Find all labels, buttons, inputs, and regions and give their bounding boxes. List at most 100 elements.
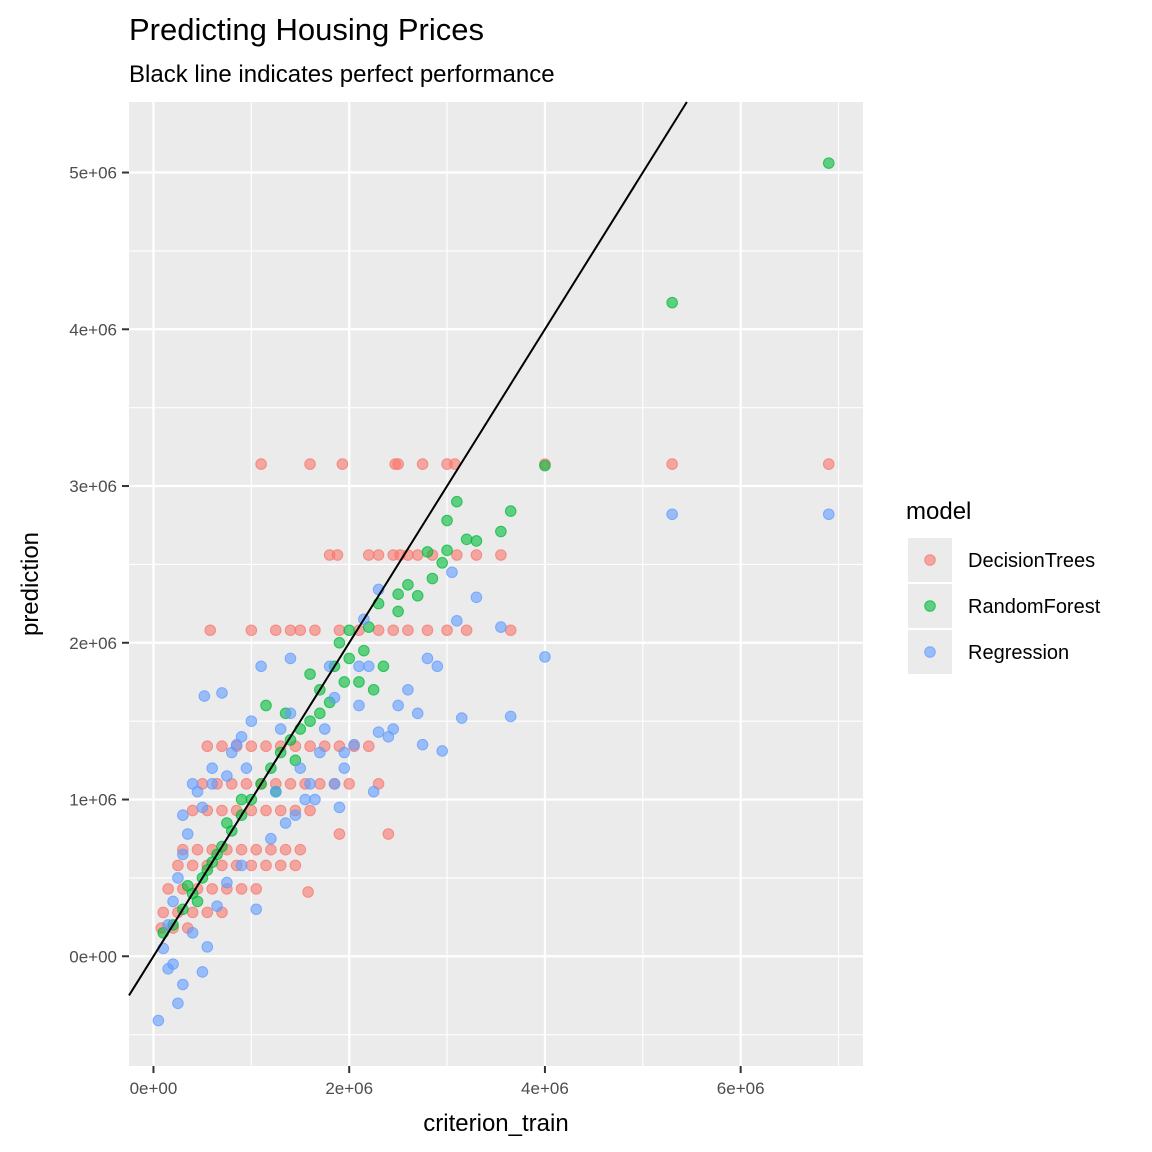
data-point: [421, 652, 434, 665]
data-point: [181, 879, 194, 892]
data-point: [289, 809, 302, 822]
data-point: [362, 740, 375, 753]
data-point: [353, 699, 365, 712]
data-point: [314, 778, 326, 790]
data-point: [191, 785, 204, 798]
data-point: [206, 762, 218, 774]
data-point: [392, 458, 404, 470]
data-point: [152, 1014, 165, 1027]
data-point: [304, 458, 316, 470]
data-point: [196, 801, 209, 814]
data-point: [186, 906, 199, 919]
data-point: [235, 883, 248, 895]
data-point: [314, 707, 326, 720]
data-point: [416, 458, 429, 470]
data-point: [343, 778, 356, 790]
chart-subtitle: Black line indicates perfect performance: [129, 61, 555, 88]
data-point: [221, 817, 233, 829]
data-point: [221, 876, 233, 889]
data-point: [382, 828, 395, 840]
data-point: [172, 859, 184, 872]
legend-label: RandomForest: [968, 596, 1101, 618]
data-point: [284, 652, 297, 665]
data-point: [260, 859, 272, 872]
x-axis-title: criterion_train: [423, 1110, 568, 1137]
data-point: [392, 699, 404, 712]
y-tick-label: 1e+06: [69, 791, 117, 810]
series-decisiontrees: [155, 458, 835, 934]
x-tick-label: 6e+06: [717, 1079, 765, 1098]
data-point: [358, 644, 370, 657]
data-point: [240, 778, 253, 790]
data-point: [162, 883, 174, 895]
data-point: [304, 668, 316, 680]
data-point: [421, 624, 434, 637]
data-point: [338, 676, 351, 688]
data-point: [206, 883, 218, 895]
data-point: [284, 624, 297, 637]
data-point: [455, 712, 468, 724]
data-point: [362, 660, 375, 673]
data-point: [181, 828, 194, 840]
plot-panel: [129, 102, 863, 1066]
data-point: [235, 859, 248, 872]
data-point: [504, 505, 517, 517]
data-point: [333, 801, 346, 814]
data-point: [299, 793, 311, 806]
y-tick-label: 0e+00: [69, 947, 117, 966]
data-point: [333, 828, 346, 840]
x-tick-label: 0e+00: [130, 1079, 178, 1098]
data-point: [328, 778, 341, 790]
data-point: [289, 859, 302, 872]
legend-marker: [924, 646, 936, 658]
data-point: [302, 886, 314, 898]
major-gridlines: [129, 102, 863, 1066]
data-point: [216, 687, 228, 699]
data-point: [333, 636, 346, 649]
data-point: [198, 690, 211, 702]
data-point: [392, 588, 404, 600]
y-tick-label: 4e+06: [69, 320, 117, 339]
data-point: [274, 804, 287, 817]
data-point: [216, 804, 228, 817]
data-point: [441, 544, 453, 557]
data-point: [274, 859, 287, 872]
legend-item-randomforest: RandomForest: [908, 584, 1101, 628]
data-point: [221, 770, 233, 782]
data-point: [279, 843, 292, 856]
data-point: [304, 715, 316, 727]
data-point: [309, 624, 321, 637]
data-point: [338, 762, 351, 774]
legend-label: DecisionTrees: [968, 550, 1095, 572]
data-point: [666, 508, 678, 521]
data-point: [201, 941, 214, 953]
data-point: [186, 859, 199, 872]
data-point: [201, 740, 214, 753]
data-point: [666, 458, 678, 470]
data-point: [250, 843, 263, 856]
data-point: [260, 804, 272, 817]
data-point: [328, 691, 341, 704]
data-point: [470, 591, 483, 604]
data-point: [822, 508, 835, 521]
data-point: [387, 723, 400, 735]
data-point: [331, 549, 344, 561]
data-point: [245, 740, 258, 753]
data-point: [402, 624, 414, 637]
chart-title: Predicting Housing Prices: [129, 12, 484, 47]
data-point: [460, 533, 473, 546]
data-point: [402, 578, 414, 591]
y-axis-title: prediction: [17, 532, 44, 636]
y-axis-ticks: 0e+00 1e+06 2e+06 3e+06 4e+06 5e+06: [69, 164, 129, 966]
data-point: [265, 843, 277, 856]
data-point: [191, 843, 204, 856]
data-point: [196, 966, 209, 978]
data-point: [822, 458, 835, 470]
data-point: [336, 458, 349, 470]
data-point: [495, 549, 507, 561]
data-point: [436, 557, 448, 569]
data-point: [504, 624, 517, 637]
data-point: [172, 872, 184, 884]
data-point: [367, 684, 380, 696]
